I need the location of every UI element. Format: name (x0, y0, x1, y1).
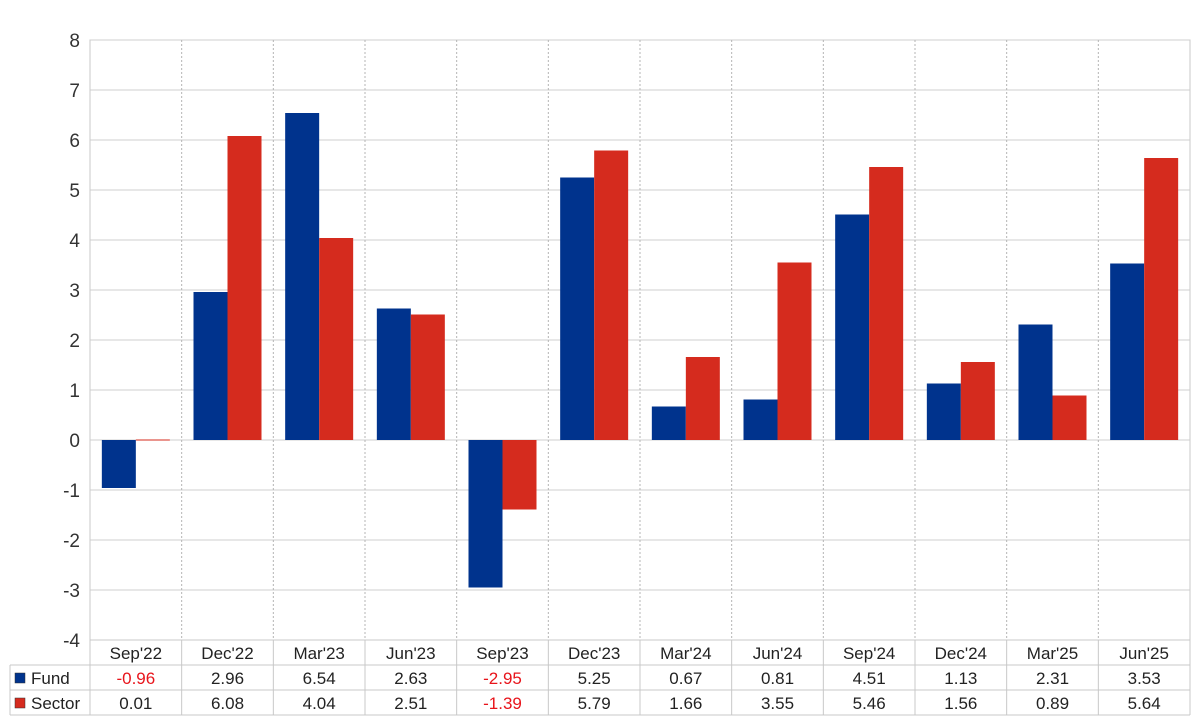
category-label: Jun'24 (753, 644, 803, 663)
category-label: Mar'25 (1027, 644, 1078, 663)
y-tick-label: 4 (69, 231, 80, 252)
data-label-sector: 1.66 (669, 694, 702, 713)
category-label: Jun'23 (386, 644, 436, 663)
data-label-fund: 2.96 (211, 669, 244, 688)
category-label: Dec'23 (568, 644, 620, 663)
category-label: Dec'24 (935, 644, 987, 663)
legend-label-fund: Fund (31, 669, 70, 688)
bar-sector (135, 439, 170, 441)
data-label-fund: 6.54 (303, 669, 336, 688)
category-label: Mar'23 (293, 644, 344, 663)
data-label-fund: 2.31 (1036, 669, 1069, 688)
legend-swatch-fund (14, 672, 26, 684)
bars (101, 113, 1179, 588)
y-tick-label: 7 (69, 81, 80, 102)
bar-fund (835, 214, 870, 440)
bar-sector (777, 262, 812, 440)
y-tick-label: 5 (69, 181, 80, 202)
data-label-fund: 4.51 (853, 669, 886, 688)
data-label-sector: -1.39 (483, 694, 522, 713)
data-label-fund: 0.67 (669, 669, 702, 688)
data-label-sector: 0.01 (119, 694, 152, 713)
bar-sector (960, 362, 995, 440)
bar-sector (1144, 158, 1179, 440)
bar-sector (685, 357, 720, 440)
bar-fund (651, 406, 686, 440)
bar-fund (193, 292, 228, 440)
y-tick-label: 0 (69, 431, 80, 452)
data-label-sector: 0.89 (1036, 694, 1069, 713)
data-label-fund: 0.81 (761, 669, 794, 688)
data-label-fund: -0.96 (116, 669, 155, 688)
y-tick-label: 6 (69, 131, 80, 152)
bar-sector (410, 314, 445, 440)
data-label-sector: 5.46 (853, 694, 886, 713)
data-label-sector: 1.56 (944, 694, 977, 713)
bar-fund (285, 113, 320, 440)
bar-sector (502, 440, 537, 510)
data-label-fund: 3.53 (1128, 669, 1161, 688)
category-label: Sep'24 (843, 644, 895, 663)
bar-sector (319, 238, 354, 440)
data-label-sector: 4.04 (303, 694, 336, 713)
bar-fund (926, 383, 961, 440)
legend-label-sector: Sector (31, 694, 80, 713)
data-label-sector: 5.64 (1128, 694, 1161, 713)
bar-fund (1018, 324, 1053, 440)
bar-fund (101, 440, 136, 488)
y-tick-label: 1 (69, 381, 80, 402)
y-tick-label: 3 (69, 281, 80, 302)
bar-sector (1052, 395, 1087, 440)
y-tick-label: 8 (69, 31, 80, 52)
bar-fund (376, 308, 411, 440)
data-label-fund: -2.95 (483, 669, 522, 688)
bar-fund (560, 177, 595, 440)
data-label-sector: 3.55 (761, 694, 794, 713)
data-label-fund: 1.13 (944, 669, 977, 688)
data-label-sector: 6.08 (211, 694, 244, 713)
data-label-fund: 2.63 (394, 669, 427, 688)
y-axis: 8 7 6 5 4 3 2 1 0 -1 -2 -3 -4 (63, 31, 80, 652)
category-label: Sep'23 (476, 644, 528, 663)
legend-swatch-sector (14, 697, 26, 709)
bar-sector (869, 167, 904, 440)
data-label-sector: 2.51 (394, 694, 427, 713)
data-label-sector: 5.79 (578, 694, 611, 713)
y-tick-label: -1 (63, 481, 80, 502)
bar-sector (594, 150, 629, 440)
category-label: Sep'22 (110, 644, 162, 663)
y-tick-label: -3 (63, 581, 80, 602)
y-tick-label: -4 (63, 631, 80, 652)
data-table: Sep'22 Dec'22 Mar'23 Jun'23 Sep'23 Dec'23 Mar'… (9, 639, 1191, 716)
bar-fund (1110, 263, 1145, 440)
y-tick-label: -2 (63, 531, 80, 552)
bar-fund (743, 399, 778, 440)
category-label: Jun'25 (1119, 644, 1169, 663)
data-label-fund: 5.25 (578, 669, 611, 688)
bar-sector (227, 136, 262, 440)
category-label: Dec'22 (201, 644, 253, 663)
category-label: Mar'24 (660, 644, 711, 663)
bar-fund (468, 440, 503, 588)
y-tick-label: 2 (69, 331, 80, 352)
